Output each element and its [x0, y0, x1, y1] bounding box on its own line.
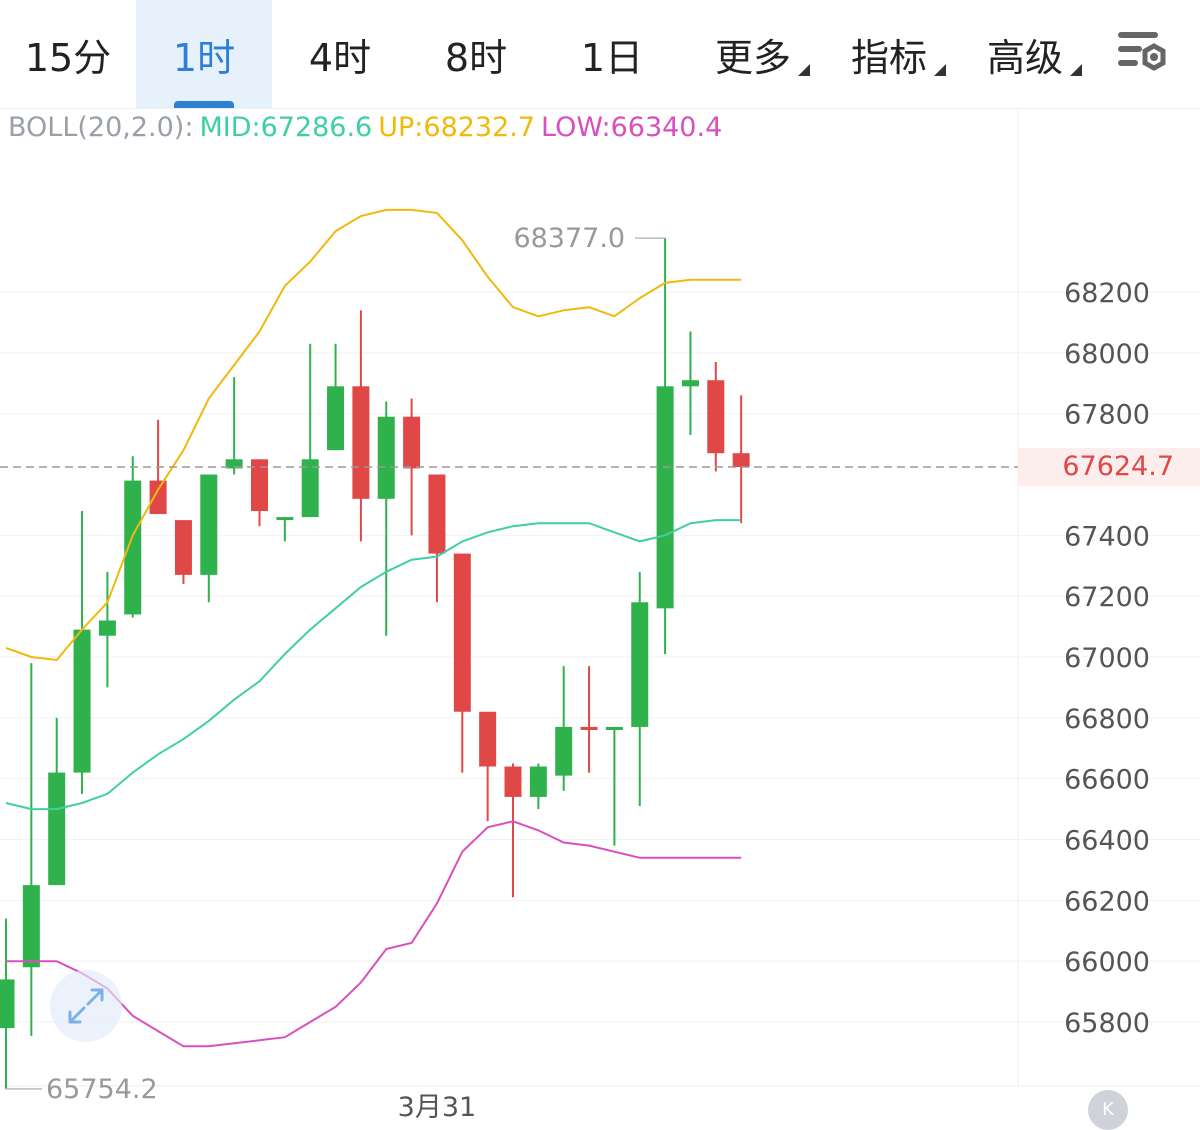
tab-15min[interactable]: 15分: [0, 0, 136, 108]
candle-body: [453, 553, 471, 712]
y-tick-label: 66200: [1064, 886, 1150, 917]
boll-low-value: LOW:66340.4: [541, 112, 723, 143]
k-button-label: K: [1102, 1099, 1114, 1120]
candle-body: [174, 520, 192, 575]
candle-body: [707, 380, 725, 454]
candle-body: [73, 629, 91, 773]
tab-label: 1日: [580, 35, 644, 80]
candle-body: [327, 386, 345, 451]
chart-settings-button[interactable]: [1110, 26, 1174, 82]
timeframe-tab-bar: 15分 1时 4时 8时 1日 更多 指标 高级: [0, 0, 1200, 109]
current-price-tag: 67624.7: [1018, 448, 1200, 486]
candle-body: [656, 386, 674, 609]
dropdown-caret-icon: [1070, 64, 1082, 76]
candle-body: [377, 416, 395, 499]
candle-body: [479, 711, 497, 767]
tab-1hour[interactable]: 1时: [136, 0, 272, 108]
expand-chart-button[interactable]: [50, 970, 122, 1042]
candle-body: [200, 474, 218, 575]
tab-indicators[interactable]: 指标: [826, 0, 952, 108]
candle-body: [98, 620, 116, 636]
candle-body: [529, 766, 547, 797]
tab-advanced[interactable]: 高级: [962, 0, 1088, 108]
expand-arrows-icon: [68, 988, 104, 1024]
y-tick-label: 66800: [1064, 704, 1150, 735]
candle-body: [124, 480, 142, 615]
boll-up-value: UP:68232.7: [378, 112, 536, 143]
candle-body: [149, 480, 167, 515]
high-price-label: 68377.0: [513, 223, 625, 254]
y-tick-label: 68000: [1064, 339, 1150, 370]
tab-label: 更多: [714, 35, 791, 80]
tab-label: 高级: [986, 35, 1063, 80]
candle-body: [428, 474, 446, 554]
boll-upper-line: [5, 208, 742, 662]
tab-more[interactable]: 更多: [690, 0, 816, 108]
dropdown-caret-icon: [934, 64, 946, 76]
tab-1day[interactable]: 1日: [544, 0, 680, 108]
low-price-label: 65754.2: [46, 1074, 158, 1105]
candle-body: [580, 726, 598, 730]
boll-legend: BOLL(20,2.0): MID:67286.6 UP:68232.7 LOW:66…: [8, 112, 728, 143]
candle-body: [732, 453, 750, 467]
candle-body: [251, 459, 268, 511]
boll-mid-line: [5, 519, 742, 811]
y-tick-label: 67200: [1064, 582, 1150, 613]
candle-body: [301, 459, 319, 518]
x-tick-label: 3月31: [398, 1092, 477, 1118]
y-tick-label: 65800: [1064, 1008, 1150, 1039]
y-tick-label: 67000: [1064, 643, 1150, 674]
tab-label: 指标: [850, 35, 927, 80]
dropdown-caret-icon: [798, 64, 810, 76]
candle-body: [48, 772, 66, 886]
y-tick-label: 66400: [1064, 826, 1150, 857]
boll-lower-line: [6, 820, 742, 1048]
active-tab-underline: [174, 101, 234, 108]
candle-body: [403, 416, 421, 469]
candle-body: [631, 602, 649, 727]
y-tick-label: 66000: [1064, 947, 1150, 978]
boll-mid-value: MID:67286.6: [199, 112, 373, 143]
tab-4hour[interactable]: 4时: [272, 0, 408, 108]
candle-body: [22, 885, 40, 968]
current-price-label: 67624.7: [1062, 451, 1174, 482]
tab-label: 15分: [24, 35, 112, 80]
y-tick-label: 67400: [1064, 521, 1150, 552]
candle-body: [225, 459, 243, 469]
candle-body: [276, 517, 294, 521]
y-tick-label: 66600: [1064, 765, 1150, 796]
candlestick-chart[interactable]: 68200 68000 67800 67400 67200 67000 66800 66600…: [0, 108, 1200, 1118]
tab-label: 8时: [444, 35, 508, 80]
chart-settings-icon: [1118, 32, 1166, 71]
k-line-button[interactable]: K: [1088, 1090, 1128, 1130]
candle-body: [681, 380, 699, 387]
candle-body: [555, 726, 573, 776]
boll-params: BOLL(20,2.0):: [8, 112, 194, 143]
tab-8hour[interactable]: 8时: [408, 0, 544, 108]
candle-body: [0, 979, 15, 1029]
tab-label: 1时: [172, 35, 236, 80]
candle-body: [605, 726, 623, 730]
candle-body: [504, 766, 522, 797]
tab-label: 4时: [308, 35, 372, 80]
y-tick-label: 67800: [1064, 400, 1150, 431]
y-tick-label: 68200: [1064, 278, 1150, 309]
candle-body: [352, 386, 370, 499]
